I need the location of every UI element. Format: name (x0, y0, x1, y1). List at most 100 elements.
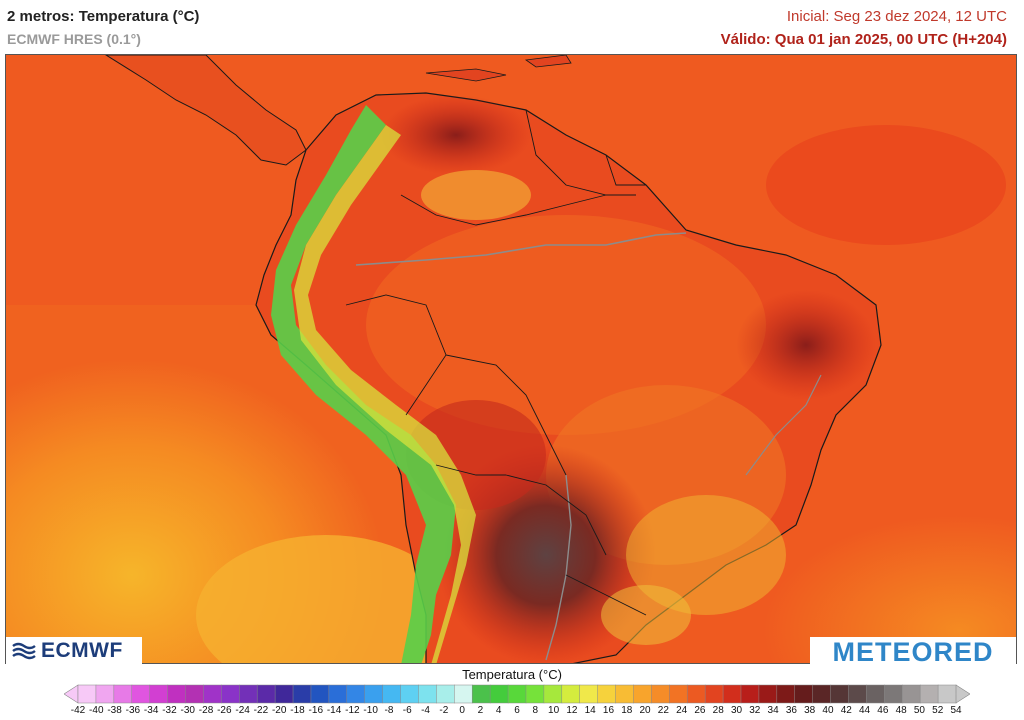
legend-tick-label: 30 (730, 705, 743, 716)
legend-swatch (239, 684, 258, 704)
legend-tick-label: 12 (566, 705, 578, 716)
temperature-legend: -42 -40 -38 -36 -34 -32 -30 -28 -26 -24 -22 -20 -18-… (63, 684, 971, 718)
legend-tick-label: 10 (548, 705, 560, 716)
legend-swatch (436, 684, 455, 704)
legend-tick-label: -2 (439, 705, 449, 716)
legend-tick-label: 28 (712, 705, 724, 716)
legend-colorbar (63, 684, 971, 704)
map-title: 2 metros: Temperatura (°C) (7, 8, 200, 25)
legend-swatch (812, 684, 832, 704)
central-america-land (105, 55, 307, 166)
legend-tick-label: 2 (477, 705, 484, 716)
legend-tick-label: 48 (895, 705, 907, 716)
legend-swatch (418, 684, 437, 704)
legend-swatch (95, 684, 115, 704)
atlantic-warm-zone (766, 125, 1006, 245)
legend-swatch (77, 684, 97, 704)
legend-tick-label: 52 (932, 705, 944, 716)
legend-tick-label: 54 (950, 705, 962, 716)
legend-swatch (185, 684, 204, 704)
legend-swatch (221, 684, 240, 704)
map-header: 2 metros: Temperatura (°C) ECMWF HRES (0… (0, 0, 1024, 54)
legend-tick-label: -34 (143, 705, 159, 716)
legend-swatch (704, 684, 724, 704)
legend-tick-label: -24 (235, 705, 250, 716)
legend-swatch (579, 684, 599, 704)
model-label: ECMWF HRES (0.1°) (7, 31, 141, 47)
legend-swatch (256, 684, 276, 704)
legend-swatch (292, 684, 312, 704)
legend-arrow-min (63, 684, 79, 704)
amazon-river (355, 232, 687, 266)
legend-swatch (364, 684, 384, 704)
legend-swatch (525, 684, 545, 704)
legend-tick-label: -28 (198, 705, 214, 716)
legend-swatch (937, 684, 957, 704)
legend-swatch (615, 684, 635, 704)
legend-swatch (919, 684, 939, 704)
legend-tick-label: 16 (602, 705, 615, 716)
ecmwf-mark-icon (12, 642, 36, 660)
legend-tick-label: 22 (657, 705, 669, 716)
legend-tick-label: -14 (326, 705, 342, 716)
initial-time: Inicial: Seg 23 dez 2024, 12 UTC (786, 8, 1007, 25)
ecmwf-logo-text: ECMWF (41, 639, 123, 662)
legend-arrow-max (955, 684, 971, 704)
legend-tick-label: -38 (107, 705, 122, 716)
legend-tick-label: 26 (694, 705, 706, 716)
legend-tick-label: -18 (290, 705, 305, 716)
country-borders (345, 109, 647, 616)
legend-swatch (758, 684, 778, 704)
legend-swatch (561, 684, 581, 704)
andes-cordillera (271, 105, 456, 663)
meteored-logo: METEORED (810, 637, 1016, 667)
caribbean-islands-2 (524, 55, 572, 68)
legend-swatch (848, 684, 867, 704)
legend-tick-label: -42 (70, 705, 86, 716)
legend-tick-label: 46 (877, 705, 889, 716)
caribbean-islands (425, 68, 507, 82)
legend-swatch (400, 684, 419, 704)
valid-time: Válido: Qua 01 jan 2025, 00 UTC (H+204) (720, 31, 1007, 48)
legend-tick-label: 4 (495, 705, 502, 716)
legend-tick-label: 6 (514, 705, 520, 716)
legend-swatch (866, 684, 885, 704)
legend-tick-label: 42 (840, 705, 852, 716)
legend-title: Temperatura (°C) (462, 667, 562, 682)
legend-tick-label: -16 (308, 705, 324, 716)
hot-spot-north (381, 95, 531, 175)
legend-swatch (454, 684, 473, 704)
legend-tick-label: 40 (822, 705, 834, 716)
temperature-map (5, 54, 1017, 664)
legend-tick-label: -22 (253, 705, 269, 716)
legend-swatch (507, 684, 527, 704)
legend-tick-label: -30 (180, 705, 195, 716)
legend-tick-label: -36 (125, 705, 141, 716)
legend-swatch (722, 684, 742, 704)
legend-swatch (884, 684, 903, 704)
map-canvas (6, 55, 1016, 663)
legend-tick-label: 44 (858, 705, 871, 716)
legend-tick-label: -8 (384, 705, 394, 716)
legend-tick-label: -4 (421, 705, 430, 716)
legend-tick-label: -10 (363, 705, 378, 716)
legend-swatch (794, 684, 814, 704)
legend-swatch (328, 684, 348, 704)
legend-swatch (382, 684, 402, 704)
legend-swatch (597, 684, 617, 704)
sao-francisco-river (745, 374, 822, 476)
legend-swatch (651, 684, 670, 704)
legend-tick-label: 32 (749, 705, 761, 716)
guiana-highlands (421, 170, 531, 220)
legend-swatch (776, 684, 796, 704)
legend-tick-label: -20 (271, 705, 287, 716)
legend-tick-label: 14 (584, 705, 596, 716)
legend-swatch (113, 684, 133, 704)
legend-swatch (149, 684, 169, 704)
legend-tick-label: -32 (162, 705, 177, 716)
legend-tick-label: 38 (804, 705, 816, 716)
legend-tick-label: 20 (639, 705, 651, 716)
amazon-region (366, 215, 766, 435)
legend-swatch (131, 684, 151, 704)
legend-swatch (167, 684, 187, 704)
